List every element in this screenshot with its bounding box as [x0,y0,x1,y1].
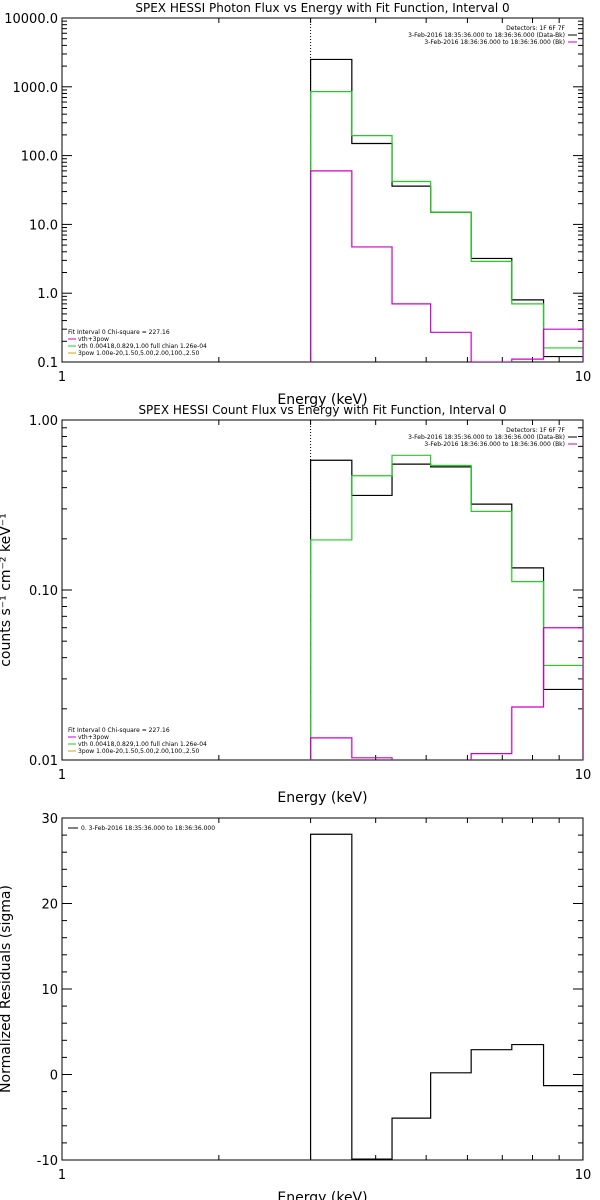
legend-entry: 3pow 1.00e-20,1.50,5.00,2.00,100.,2.50 [78,748,199,755]
step-series-line [309,91,583,362]
y-tick-label: 0.10 [29,584,58,599]
x-tick-label: 10 [575,370,592,385]
y-tick-label: 10000.0 [4,12,58,27]
x-tick-label: 1 [58,768,66,783]
y-tick-label: 1.00 [29,414,58,429]
step-series-line [309,627,583,760]
plot-frame [61,817,584,1161]
series-group [309,58,583,362]
x-tick-label: 1 [58,370,66,385]
y-tick-label: 1000.0 [13,81,59,96]
series-group [309,454,583,760]
legend-entry: 3-Feb-2016 18:35:36.000 to 18:36:36.000 … [408,434,565,441]
legend-entry: Fit Interval 0 Chi-square = 227.16 [68,727,170,734]
y-tick-label: 1.0 [37,287,58,302]
x-tick-label: 1 [58,1168,66,1183]
y-tick-label: 20 [41,898,58,913]
y-axis-label: Normalized Residuals (sigma) [0,885,14,1093]
x-axis-label: Energy (keV) [277,790,367,806]
legend-entry: vth+3pow [78,734,109,741]
count-flux-panel: SPEX HESSI Count Flux vs Energy with Fit… [0,403,591,806]
legend-entry: 3-Feb-2016 18:36:36.000 to 18:36:36.000 … [424,39,565,46]
legend-entry: vth+3pow [78,336,109,343]
x-axis-label: Energy (keV) [277,392,367,408]
chart-title: SPEX HESSI Photon Flux vs Energy with Fi… [135,1,509,15]
y-tick-label: 10.0 [29,218,58,233]
y-tick-label: 30 [41,812,58,827]
legend-entry: Detectors: 1F 6F 7F [506,427,565,434]
photon-flux-panel: SPEX HESSI Photon Flux vs Energy with Fi… [4,1,591,408]
y-tick-label: 0 [50,1069,58,1084]
y-tick-label: 0.1 [37,356,58,371]
step-series-line [309,454,583,760]
plot-frame [61,419,584,761]
y-tick-label: 10 [41,983,58,998]
plot-frame [61,17,584,363]
y-tick-label: 0.01 [29,754,58,769]
x-axis-label: Energy (keV) [277,1190,367,1200]
legend-entry: vth 0.00418,0.829,1.00 full chian 1.26e-… [78,741,207,748]
legend-entry: Fit Interval 0 Chi-square = 227.16 [68,329,170,336]
legend-entry: vth 0.00418,0.829,1.00 full chian 1.26e-… [78,343,207,350]
legend-entry: 3pow 1.00e-20,1.50,5.00,2.00,100.,2.50 [78,350,199,357]
step-series-line [309,170,583,362]
legend-entry: 3-Feb-2016 18:36:36.000 to 18:36:36.000 … [424,441,565,448]
x-tick-label: 10 [575,1168,592,1183]
legend-entry: 0. 3-Feb-2016 18:35:36.000 to 18:36:36.0… [81,825,215,832]
y-axis-label: counts s⁻¹ cm⁻² keV⁻¹ [0,513,14,667]
series-group [309,833,583,1160]
residuals-panel: -10 0 10 20 30 1 10 Energy (keV) Normalized Resi… [0,812,591,1200]
legend-entry: 3-Feb-2016 18:35:36.000 to 18:36:36.000 … [408,32,565,39]
chart-title: SPEX HESSI Count Flux vs Energy with Fit… [138,403,506,417]
x-tick-label: 10 [575,768,592,783]
y-tick-label: -10 [37,1154,58,1169]
step-series-line [309,833,583,1160]
y-tick-label: 100.0 [21,150,58,165]
legend-entry: Detectors: 1F 6F 7F [506,25,565,32]
